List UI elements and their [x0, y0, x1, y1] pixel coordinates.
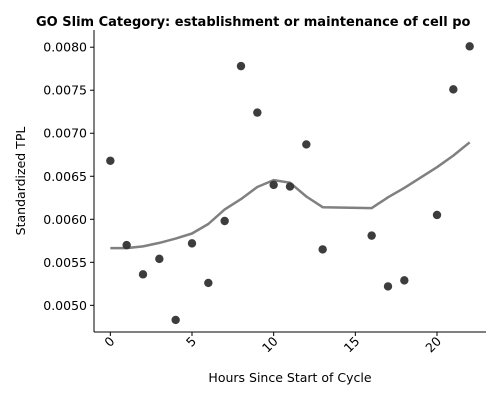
- chart-title: GO Slim Category: establishment or maint…: [36, 15, 471, 30]
- y-tick-label: 0.0080: [43, 40, 87, 55]
- data-point: [122, 240, 131, 250]
- x-tick-label: 15: [341, 334, 363, 356]
- y-tick-label: 0.0075: [43, 83, 87, 98]
- data-point: [138, 270, 148, 279]
- data-point: [171, 315, 180, 325]
- points-layer: [106, 42, 474, 325]
- data-point: [220, 216, 229, 226]
- data-point: [302, 140, 311, 149]
- data-point: [269, 180, 278, 190]
- data-point: [318, 245, 327, 254]
- data-point: [204, 278, 213, 288]
- x-tick-label: 10: [259, 333, 281, 355]
- y-tick-label: 0.0060: [43, 212, 87, 227]
- trend-layer: [110, 141, 471, 250]
- data-point: [465, 42, 474, 51]
- data-point: [155, 254, 164, 264]
- data-point: [449, 85, 458, 94]
- x-tick-label: 0: [101, 333, 117, 349]
- data-point: [432, 210, 442, 220]
- data-point: [187, 239, 197, 248]
- data-point: [285, 182, 295, 191]
- data-point: [236, 61, 246, 71]
- y-tick-label: 0.0050: [43, 298, 87, 313]
- y-tick-label: 0.0070: [43, 126, 87, 141]
- y-tick-label: 0.0055: [43, 255, 87, 270]
- data-point: [367, 231, 376, 240]
- x-tick-label: 20: [422, 333, 444, 355]
- x-axis-label: Hours Since Start of Cycle: [208, 370, 371, 385]
- trend-line: [110, 141, 471, 250]
- data-point: [253, 108, 262, 117]
- data-point: [106, 156, 115, 165]
- x-tick-label: 5: [183, 334, 199, 350]
- data-point: [400, 276, 409, 285]
- y-axis-label: Standardized TPL: [13, 127, 28, 236]
- y-tick-label: 0.0065: [43, 169, 87, 184]
- data-point: [383, 282, 393, 291]
- axes: [93, 30, 486, 333]
